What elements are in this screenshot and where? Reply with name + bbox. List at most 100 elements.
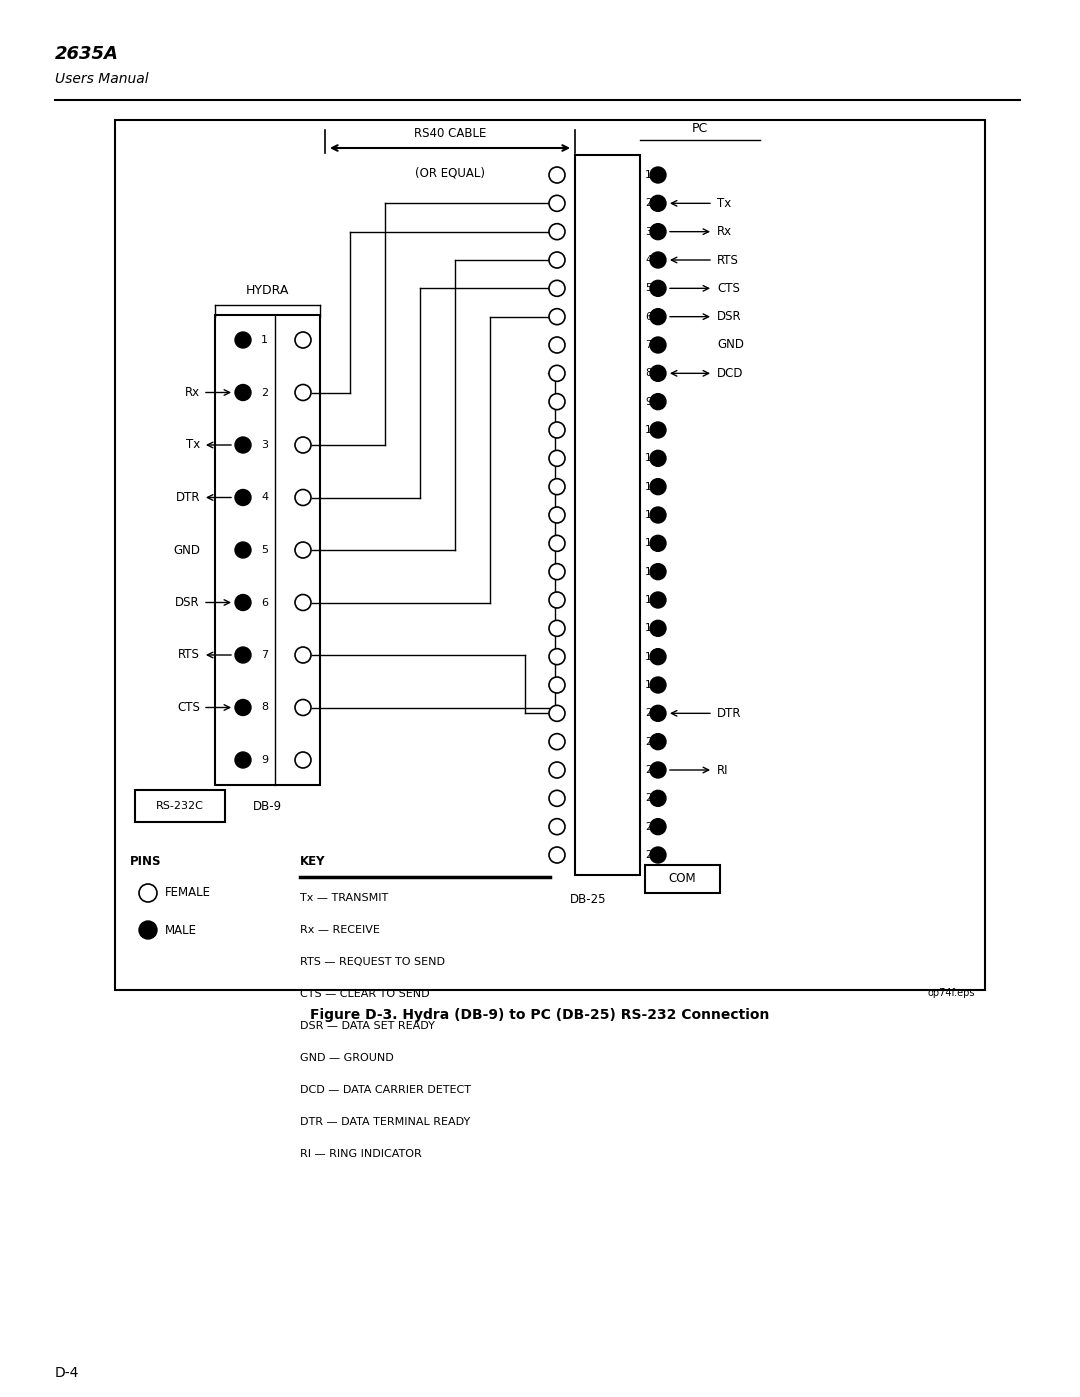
Bar bbox=[645, 865, 720, 893]
Circle shape bbox=[295, 489, 311, 506]
Text: Tx: Tx bbox=[186, 439, 200, 451]
Circle shape bbox=[235, 332, 251, 348]
Circle shape bbox=[549, 366, 565, 381]
Text: 2635A: 2635A bbox=[55, 45, 119, 63]
Circle shape bbox=[295, 384, 311, 401]
Circle shape bbox=[549, 251, 565, 268]
Text: 9: 9 bbox=[261, 754, 268, 766]
Text: DTR: DTR bbox=[175, 490, 200, 504]
Text: 1: 1 bbox=[645, 170, 651, 180]
Text: 15: 15 bbox=[645, 567, 658, 577]
Text: 16: 16 bbox=[645, 595, 658, 605]
Text: GND — GROUND: GND — GROUND bbox=[300, 1053, 394, 1063]
Text: PINS: PINS bbox=[130, 855, 162, 868]
Text: DB-25: DB-25 bbox=[570, 893, 607, 907]
Circle shape bbox=[549, 620, 565, 636]
Circle shape bbox=[650, 394, 666, 409]
Circle shape bbox=[295, 332, 311, 348]
Circle shape bbox=[650, 251, 666, 268]
Text: 11: 11 bbox=[645, 454, 658, 464]
Circle shape bbox=[549, 761, 565, 778]
Text: Rx: Rx bbox=[185, 386, 200, 400]
Text: 4: 4 bbox=[645, 256, 651, 265]
Text: 18: 18 bbox=[645, 651, 658, 662]
Circle shape bbox=[549, 678, 565, 693]
Circle shape bbox=[139, 884, 157, 902]
Text: RTS: RTS bbox=[717, 253, 739, 267]
Circle shape bbox=[235, 595, 251, 610]
Circle shape bbox=[549, 507, 565, 522]
Text: D-4: D-4 bbox=[55, 1366, 79, 1380]
Bar bbox=[114, 120, 985, 990]
Text: RI: RI bbox=[717, 764, 729, 777]
Circle shape bbox=[295, 647, 311, 664]
Circle shape bbox=[549, 733, 565, 750]
Circle shape bbox=[549, 337, 565, 353]
Text: 23: 23 bbox=[645, 793, 658, 803]
Circle shape bbox=[650, 791, 666, 806]
Circle shape bbox=[295, 700, 311, 715]
Bar bbox=[135, 789, 225, 821]
Text: RS40 CABLE: RS40 CABLE bbox=[414, 127, 486, 140]
Text: 6: 6 bbox=[261, 598, 268, 608]
Circle shape bbox=[235, 700, 251, 715]
Circle shape bbox=[650, 168, 666, 183]
Text: 8: 8 bbox=[261, 703, 268, 712]
Text: 7: 7 bbox=[645, 339, 651, 351]
Circle shape bbox=[650, 678, 666, 693]
Circle shape bbox=[650, 733, 666, 750]
Circle shape bbox=[650, 648, 666, 665]
Circle shape bbox=[650, 535, 666, 552]
Text: DSR — DATA SET READY: DSR — DATA SET READY bbox=[300, 1021, 435, 1031]
Text: Tx — TRANSMIT: Tx — TRANSMIT bbox=[300, 893, 388, 902]
Text: 1: 1 bbox=[261, 335, 268, 345]
Text: 12: 12 bbox=[645, 482, 658, 492]
Text: 22: 22 bbox=[645, 766, 658, 775]
Text: DTR: DTR bbox=[717, 707, 742, 719]
Circle shape bbox=[549, 422, 565, 439]
Text: 2: 2 bbox=[645, 198, 651, 208]
Text: DSR: DSR bbox=[175, 597, 200, 609]
Text: 10: 10 bbox=[645, 425, 658, 434]
Circle shape bbox=[549, 563, 565, 580]
Circle shape bbox=[295, 437, 311, 453]
Circle shape bbox=[650, 309, 666, 324]
Circle shape bbox=[549, 819, 565, 834]
Text: GND: GND bbox=[717, 338, 744, 352]
Circle shape bbox=[295, 752, 311, 768]
Circle shape bbox=[295, 595, 311, 610]
Text: CTS: CTS bbox=[177, 701, 200, 714]
Circle shape bbox=[650, 366, 666, 381]
Circle shape bbox=[650, 563, 666, 580]
Circle shape bbox=[235, 384, 251, 401]
Bar bbox=[215, 314, 320, 785]
Circle shape bbox=[235, 752, 251, 768]
Circle shape bbox=[650, 281, 666, 296]
Text: DTR — DATA TERMINAL READY: DTR — DATA TERMINAL READY bbox=[300, 1118, 470, 1127]
Text: PC: PC bbox=[692, 122, 708, 136]
Text: RS-232C: RS-232C bbox=[157, 800, 204, 812]
Circle shape bbox=[549, 281, 565, 296]
Text: MALE: MALE bbox=[165, 923, 197, 936]
Text: 7: 7 bbox=[261, 650, 268, 659]
Circle shape bbox=[549, 847, 565, 863]
Text: 21: 21 bbox=[645, 736, 658, 746]
Circle shape bbox=[650, 422, 666, 439]
Circle shape bbox=[235, 542, 251, 557]
Circle shape bbox=[235, 437, 251, 453]
Text: Figure D-3. Hydra (DB-9) to PC (DB-25) RS-232 Connection: Figure D-3. Hydra (DB-9) to PC (DB-25) R… bbox=[310, 1009, 770, 1023]
Text: 5: 5 bbox=[261, 545, 268, 555]
Circle shape bbox=[549, 705, 565, 721]
Text: 25: 25 bbox=[645, 849, 658, 861]
Circle shape bbox=[295, 542, 311, 557]
Text: DB-9: DB-9 bbox=[253, 799, 282, 813]
Circle shape bbox=[650, 819, 666, 834]
Bar bbox=[575, 155, 640, 875]
Circle shape bbox=[650, 847, 666, 863]
Circle shape bbox=[235, 647, 251, 664]
Circle shape bbox=[549, 394, 565, 409]
Text: RTS — REQUEST TO SEND: RTS — REQUEST TO SEND bbox=[300, 957, 445, 967]
Circle shape bbox=[549, 648, 565, 665]
Circle shape bbox=[650, 592, 666, 608]
Text: 6: 6 bbox=[645, 312, 651, 321]
